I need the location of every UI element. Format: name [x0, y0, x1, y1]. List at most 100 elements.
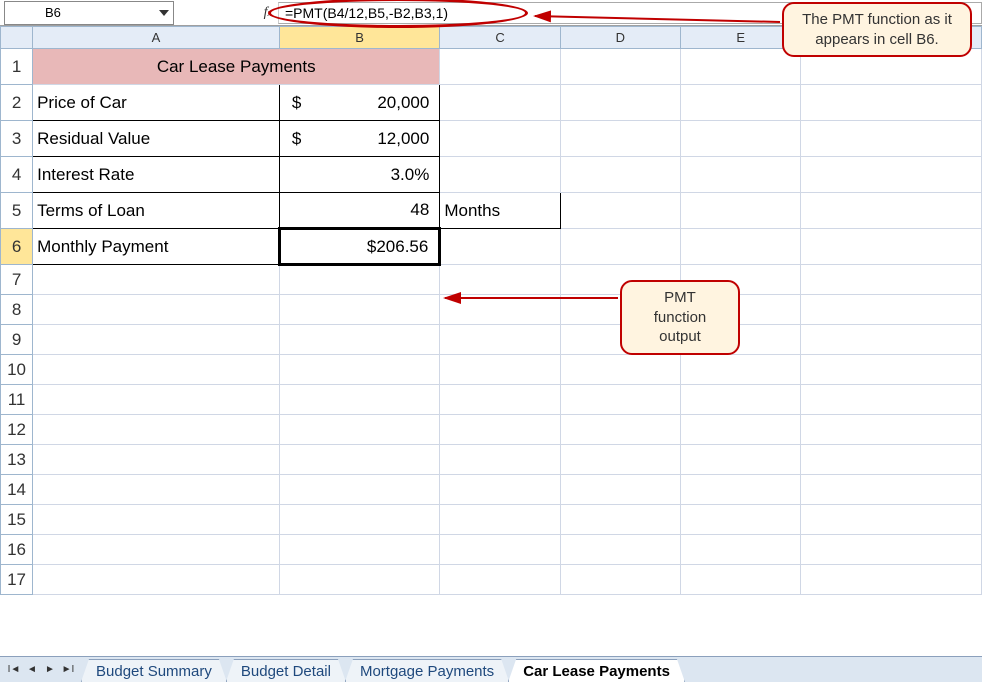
- row-header-17[interactable]: 17: [1, 565, 33, 595]
- row-header-5[interactable]: 5: [1, 193, 33, 229]
- col-header-A[interactable]: A: [33, 27, 280, 49]
- cell[interactable]: [801, 415, 982, 445]
- tab-nav-last-icon[interactable]: ►I: [60, 662, 76, 678]
- cell[interactable]: [681, 565, 801, 595]
- col-header-C[interactable]: C: [440, 27, 560, 49]
- name-box[interactable]: B6: [4, 1, 174, 25]
- cell[interactable]: [560, 49, 680, 85]
- row-header-8[interactable]: 8: [1, 295, 33, 325]
- cell[interactable]: [681, 445, 801, 475]
- cell[interactable]: [440, 121, 560, 157]
- cell[interactable]: [279, 295, 439, 325]
- col-header-D[interactable]: D: [560, 27, 680, 49]
- cell[interactable]: [560, 415, 680, 445]
- cell[interactable]: [33, 325, 280, 355]
- label-cell[interactable]: Monthly Payment: [33, 229, 280, 265]
- cell[interactable]: [33, 505, 280, 535]
- cell[interactable]: [801, 295, 982, 325]
- label-cell[interactable]: Price of Car: [33, 85, 280, 121]
- cell[interactable]: [440, 385, 560, 415]
- row-header-16[interactable]: 16: [1, 535, 33, 565]
- cell[interactable]: [440, 565, 560, 595]
- cell[interactable]: [801, 445, 982, 475]
- cell[interactable]: [279, 505, 439, 535]
- cell[interactable]: [440, 325, 560, 355]
- row-header-11[interactable]: 11: [1, 385, 33, 415]
- row-header-2[interactable]: 2: [1, 85, 33, 121]
- active-cell[interactable]: $206.56: [279, 229, 439, 265]
- cell[interactable]: [560, 229, 680, 265]
- cell[interactable]: [279, 325, 439, 355]
- cell[interactable]: [681, 157, 801, 193]
- label-cell[interactable]: Terms of Loan: [33, 193, 280, 229]
- row-header-15[interactable]: 15: [1, 505, 33, 535]
- cell[interactable]: [440, 445, 560, 475]
- cell[interactable]: [33, 265, 280, 295]
- cell[interactable]: [560, 505, 680, 535]
- value-cell[interactable]: 48: [279, 193, 439, 229]
- label-cell[interactable]: Interest Rate: [33, 157, 280, 193]
- tab-nav-prev-icon[interactable]: ◄: [24, 662, 40, 678]
- cell[interactable]: [33, 415, 280, 445]
- cell[interactable]: [801, 355, 982, 385]
- cell[interactable]: [279, 415, 439, 445]
- cell[interactable]: [279, 475, 439, 505]
- value-cell[interactable]: $12,000: [279, 121, 439, 157]
- cell[interactable]: [33, 535, 280, 565]
- cell[interactable]: [681, 121, 801, 157]
- tab-nav-first-icon[interactable]: I◄: [6, 662, 22, 678]
- cell[interactable]: [440, 355, 560, 385]
- cell[interactable]: [440, 535, 560, 565]
- value-cell[interactable]: 3.0%: [279, 157, 439, 193]
- cell[interactable]: [279, 265, 439, 295]
- cell[interactable]: [560, 85, 680, 121]
- cell[interactable]: [440, 85, 560, 121]
- cell[interactable]: [801, 229, 982, 265]
- cell[interactable]: [560, 385, 680, 415]
- row-header-3[interactable]: 3: [1, 121, 33, 157]
- row-header-7[interactable]: 7: [1, 265, 33, 295]
- value-cell[interactable]: $20,000: [279, 85, 439, 121]
- cell[interactable]: [440, 475, 560, 505]
- cell[interactable]: [681, 385, 801, 415]
- cell[interactable]: [33, 445, 280, 475]
- cell[interactable]: [801, 535, 982, 565]
- row-header-1[interactable]: 1: [1, 49, 33, 85]
- cell[interactable]: [801, 475, 982, 505]
- cell[interactable]: [801, 121, 982, 157]
- cell[interactable]: [801, 265, 982, 295]
- cell[interactable]: [279, 445, 439, 475]
- sheet-tab[interactable]: Mortgage Payments: [345, 659, 509, 682]
- cell[interactable]: [801, 505, 982, 535]
- cell[interactable]: [560, 157, 680, 193]
- cell[interactable]: [681, 535, 801, 565]
- cell[interactable]: [33, 565, 280, 595]
- cell[interactable]: [279, 385, 439, 415]
- cell[interactable]: [681, 229, 801, 265]
- row-header-12[interactable]: 12: [1, 415, 33, 445]
- cell[interactable]: [440, 415, 560, 445]
- fx-icon[interactable]: fx: [264, 5, 272, 21]
- cell[interactable]: [440, 265, 560, 295]
- cell[interactable]: [440, 49, 560, 85]
- row-header-14[interactable]: 14: [1, 475, 33, 505]
- sheet-tab[interactable]: Budget Summary: [81, 659, 227, 682]
- cell[interactable]: [440, 295, 560, 325]
- row-header-4[interactable]: 4: [1, 157, 33, 193]
- row-header-6[interactable]: 6: [1, 229, 33, 265]
- tab-nav-next-icon[interactable]: ►: [42, 662, 58, 678]
- cell[interactable]: [560, 445, 680, 475]
- cell[interactable]: [560, 565, 680, 595]
- cell[interactable]: [33, 475, 280, 505]
- cell[interactable]: [560, 193, 680, 229]
- cell[interactable]: [801, 85, 982, 121]
- cell[interactable]: [33, 295, 280, 325]
- cell[interactable]: [440, 229, 560, 265]
- cell[interactable]: [801, 565, 982, 595]
- cell[interactable]: [801, 193, 982, 229]
- name-box-dropdown-icon[interactable]: [159, 10, 169, 16]
- cell[interactable]: [560, 535, 680, 565]
- cell[interactable]: [440, 505, 560, 535]
- cell[interactable]: [440, 157, 560, 193]
- spreadsheet-grid[interactable]: A B C D E F 1Car Lease Payments2Price of…: [0, 26, 982, 595]
